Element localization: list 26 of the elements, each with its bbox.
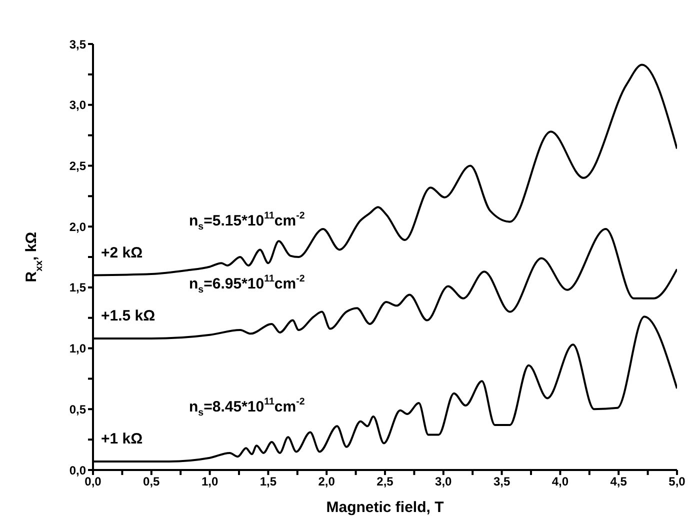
y-tick-label: 2,0 [69, 220, 86, 234]
y-tick-label: 3,0 [69, 98, 86, 112]
x-tick-label: 1,0 [201, 474, 218, 489]
y-tick-label: 1,0 [69, 342, 86, 356]
x-tick-label: 0,5 [143, 474, 160, 489]
x-tick-label: 3,5 [493, 474, 510, 489]
y-tick-label: 3,5 [69, 37, 86, 52]
x-tick-label: 1,5 [260, 474, 277, 489]
annotation: n$_{s}$=6.95*10$^{11}$cm$^{-2}$ [189, 274, 306, 296]
x-tick-label: 2,5 [376, 474, 394, 489]
annotation: n$_{s}$=8.45*10$^{11}$cm$^{-2}$ [189, 396, 306, 419]
y-tick-label: 0,0 [69, 463, 86, 478]
annotation: +2 kΩ [101, 244, 143, 262]
x-tick-label: 5,0 [668, 474, 686, 489]
x-tick-label: 3,0 [435, 474, 452, 489]
y-tick-label: 0,5 [69, 402, 86, 416]
annotation: +1 kΩ [101, 430, 143, 448]
x-tick-label: 0,0 [84, 474, 102, 489]
y-tick-label: 1,5 [69, 280, 86, 295]
x-tick-label: 4,5 [610, 474, 628, 489]
y-tick-label: 2,5 [69, 158, 86, 173]
x-axis-title: Magnetic field, T [326, 499, 444, 516]
x-tick-label: 4,0 [552, 474, 569, 489]
x-tick-label: 2,0 [318, 474, 336, 489]
annotation: n$_{s}$=5.15*10$^{11}$cm$^{-2}$ [189, 210, 306, 232]
annotation: +1.5 kΩ [101, 308, 156, 325]
